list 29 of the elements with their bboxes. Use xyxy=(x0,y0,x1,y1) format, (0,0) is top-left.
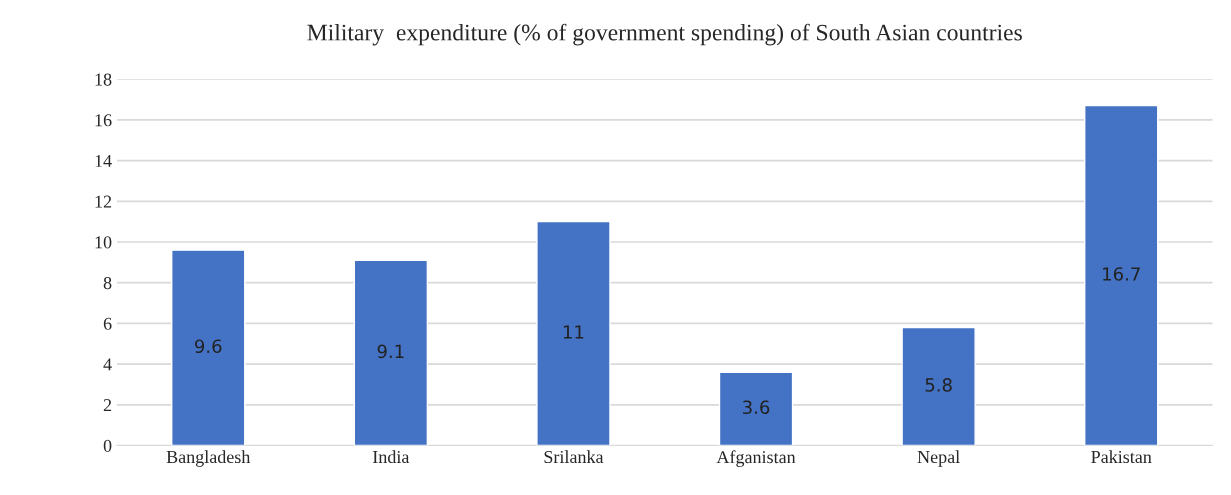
y-tick-label: 4 xyxy=(103,358,112,371)
x-tick-label: Afganistan xyxy=(716,450,796,467)
y-tick-label: 16 xyxy=(95,114,112,127)
y-tick-label: 14 xyxy=(95,154,112,167)
x-tick-label: Bangladesh xyxy=(166,450,251,467)
x-tick-label: India xyxy=(372,450,410,464)
bar xyxy=(1084,104,1159,446)
bar xyxy=(718,371,794,446)
x-tick-label: Srilanka xyxy=(544,450,604,464)
bar xyxy=(901,326,976,446)
data-label: 11 xyxy=(563,325,584,339)
data-label: 16.7 xyxy=(1103,267,1140,281)
bar xyxy=(536,220,611,446)
x-tick-label: Pakistan xyxy=(1091,450,1152,464)
y-tick-label: 12 xyxy=(95,195,112,208)
bar xyxy=(353,259,429,446)
chart-title: Military expenditure (% of government spending) of South Asian countries xyxy=(307,23,1022,46)
data-label: 9.6 xyxy=(195,339,222,354)
y-tick-label: 8 xyxy=(103,276,112,290)
data-label: 9.1 xyxy=(377,344,404,359)
y-tick-label: 6 xyxy=(103,317,112,330)
y-tick-label: 10 xyxy=(95,236,112,249)
bar xyxy=(171,249,246,446)
data-label: 3.6 xyxy=(743,400,770,415)
y-tick-label: 18 xyxy=(95,73,112,86)
y-tick-label: 0 xyxy=(103,439,112,452)
x-tick-label: Nepal xyxy=(917,450,960,467)
data-label: 5.8 xyxy=(925,378,952,392)
y-tick-label: 2 xyxy=(103,399,112,412)
